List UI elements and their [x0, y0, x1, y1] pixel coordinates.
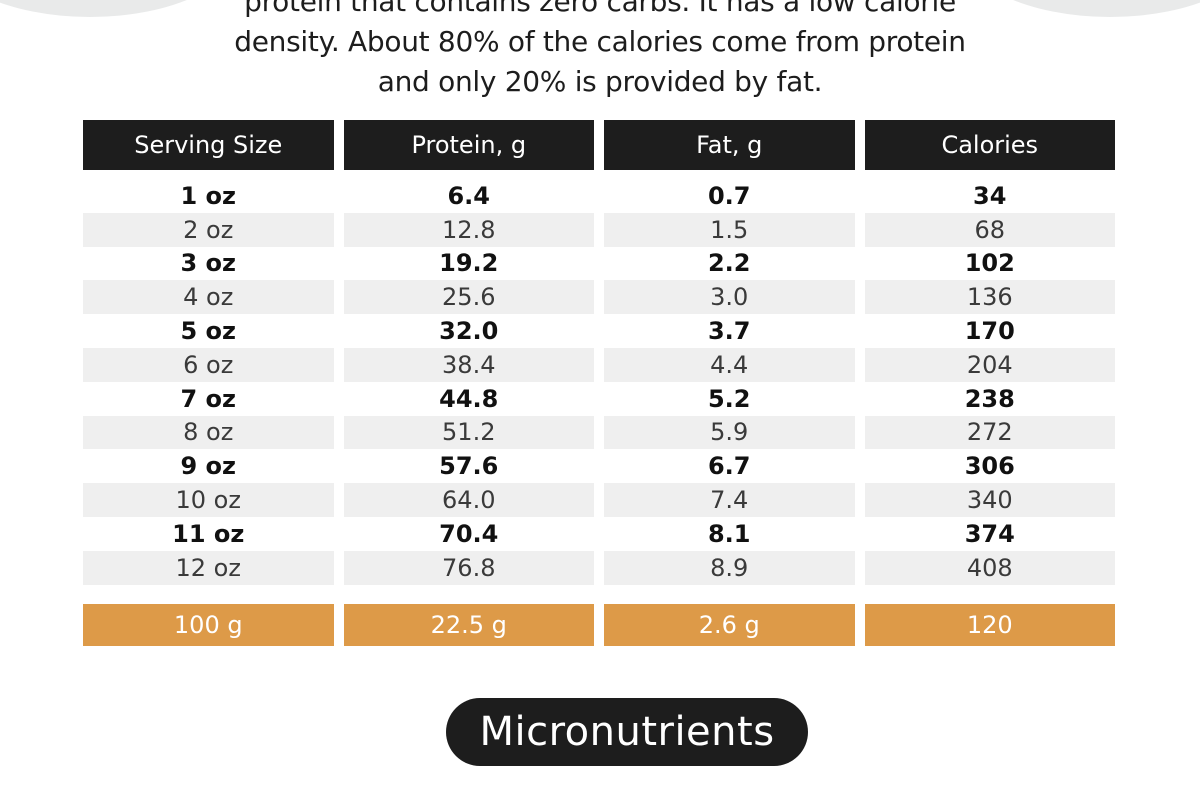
table-cell: 70.4 — [439, 519, 499, 548]
table-row: 1 oz 6.4 0.7 34 — [83, 179, 1115, 213]
table-row: 8 oz 51.2 5.9 272 — [83, 415, 1115, 450]
table-cell: 57.6 — [439, 452, 499, 481]
table-row: 10 oz 64.0 7.4 340 — [83, 483, 1115, 517]
table-cell: 272 — [864, 415, 1115, 450]
table-cell: 12.8 — [343, 212, 594, 247]
column-header-serving-size: Serving Size — [83, 120, 334, 170]
table-cell: 38.4 — [343, 347, 594, 382]
table-header: Serving Size Protein, g Fat, g Calories — [83, 120, 1115, 170]
table-cell: 136 — [864, 280, 1115, 315]
table-cell: 51.2 — [343, 415, 594, 450]
table-cell: 374 — [964, 519, 1015, 548]
table-cell: 4 oz — [83, 280, 334, 315]
table-cell: 7.4 — [604, 483, 855, 517]
footer-cell-protein: 22.5 g — [343, 603, 594, 646]
table-body: 1 oz 6.4 0.7 34 2 oz 12.8 1.5 68 3 oz 19.2 2.2 102 4… — [83, 179, 1115, 585]
table-row: 4 oz 25.6 3.0 136 — [83, 280, 1115, 315]
table-cell: 11 oz — [172, 519, 245, 548]
footer-cell-serving: 100 g — [83, 603, 334, 646]
micronutrients-button[interactable]: Micronutrients — [446, 698, 808, 766]
intro-line: protein that contains zero carbs. It has… — [244, 0, 956, 18]
table-row: 11 oz 70.4 8.1 374 — [83, 517, 1115, 551]
table-row: 7 oz 44.8 5.2 238 — [83, 382, 1115, 416]
table-cell: 12 oz — [83, 550, 334, 585]
column-header-calories: Calories — [864, 120, 1115, 170]
table-cell: 8 oz — [83, 415, 334, 450]
decorative-orange-shape — [0, 0, 187, 17]
table-cell: 340 — [864, 483, 1115, 517]
table-row: 3 oz 19.2 2.2 102 — [83, 247, 1115, 281]
table-cell: 5.2 — [707, 384, 751, 413]
table-cell: 7 oz — [180, 384, 236, 413]
table-cell: 3.0 — [604, 280, 855, 315]
table-cell: 2 oz — [83, 212, 334, 247]
column-header-protein: Protein, g — [343, 120, 594, 170]
table-cell: 3.7 — [707, 317, 751, 346]
table-cell: 76.8 — [343, 550, 594, 585]
table-cell: 44.8 — [439, 384, 499, 413]
column-header-fat: Fat, g — [604, 120, 855, 170]
table-cell: 408 — [864, 550, 1115, 585]
table-cell: 0.7 — [707, 181, 751, 210]
intro-line: and only 20% is provided by fat. — [377, 65, 823, 98]
table-cell: 204 — [864, 347, 1115, 382]
table-cell: 10 oz — [83, 483, 334, 517]
table-cell: 8.9 — [604, 550, 855, 585]
table-cell: 32.0 — [439, 317, 499, 346]
table-cell: 68 — [864, 212, 1115, 247]
table-cell: 6.4 — [447, 181, 490, 210]
table-cell: 9 oz — [180, 452, 236, 481]
table-cell: 34 — [973, 181, 1007, 210]
table-cell: 1 oz — [180, 181, 236, 210]
table-footer-100g: 100 g 22.5 g 2.6 g 120 — [83, 603, 1115, 646]
table-cell: 4.4 — [604, 347, 855, 382]
intro-paragraph: protein that contains zero carbs. It has… — [150, 0, 1050, 102]
intro-line: density. About 80% of the calories come … — [234, 25, 966, 58]
table-cell: 25.6 — [343, 280, 594, 315]
table-cell: 19.2 — [439, 249, 499, 278]
table-row: 5 oz 32.0 3.7 170 — [83, 314, 1115, 348]
table-row: 12 oz 76.8 8.9 408 — [83, 550, 1115, 585]
table-cell: 3 oz — [180, 249, 236, 278]
table-cell: 6.7 — [707, 452, 751, 481]
decorative-orange-shape — [1013, 0, 1200, 17]
nutrition-table: Serving Size Protein, g Fat, g Calories … — [83, 120, 1115, 646]
table-cell: 1.5 — [604, 212, 855, 247]
footer-cell-calories: 120 — [864, 603, 1115, 646]
table-row: 2 oz 12.8 1.5 68 — [83, 212, 1115, 247]
table-cell: 5 oz — [180, 317, 236, 346]
table-row: 6 oz 38.4 4.4 204 — [83, 347, 1115, 382]
table-cell: 6 oz — [83, 347, 334, 382]
table-cell: 2.2 — [707, 249, 751, 278]
table-cell: 64.0 — [343, 483, 594, 517]
footer-cell-fat: 2.6 g — [604, 603, 855, 646]
table-cell: 5.9 — [604, 415, 855, 450]
table-cell: 306 — [964, 452, 1015, 481]
table-cell: 238 — [964, 384, 1015, 413]
table-cell: 170 — [964, 317, 1015, 346]
table-row: 9 oz 57.6 6.7 306 — [83, 449, 1115, 483]
table-cell: 8.1 — [707, 519, 751, 548]
table-cell: 102 — [964, 249, 1015, 278]
